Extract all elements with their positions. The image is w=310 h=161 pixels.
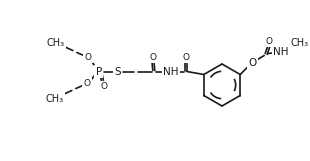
- Text: O: O: [266, 37, 273, 46]
- Text: O: O: [83, 79, 90, 88]
- Text: O: O: [248, 57, 256, 67]
- Text: NH: NH: [273, 47, 289, 57]
- Text: CH₃: CH₃: [46, 94, 64, 104]
- Text: O: O: [84, 53, 91, 62]
- Text: O: O: [182, 53, 189, 62]
- Text: S: S: [114, 66, 121, 76]
- Text: O: O: [100, 82, 107, 91]
- Text: P: P: [96, 66, 102, 76]
- Text: O: O: [149, 53, 156, 62]
- Text: CH₃: CH₃: [47, 38, 65, 47]
- Text: CH₃: CH₃: [290, 38, 308, 47]
- Text: NH: NH: [163, 66, 179, 76]
